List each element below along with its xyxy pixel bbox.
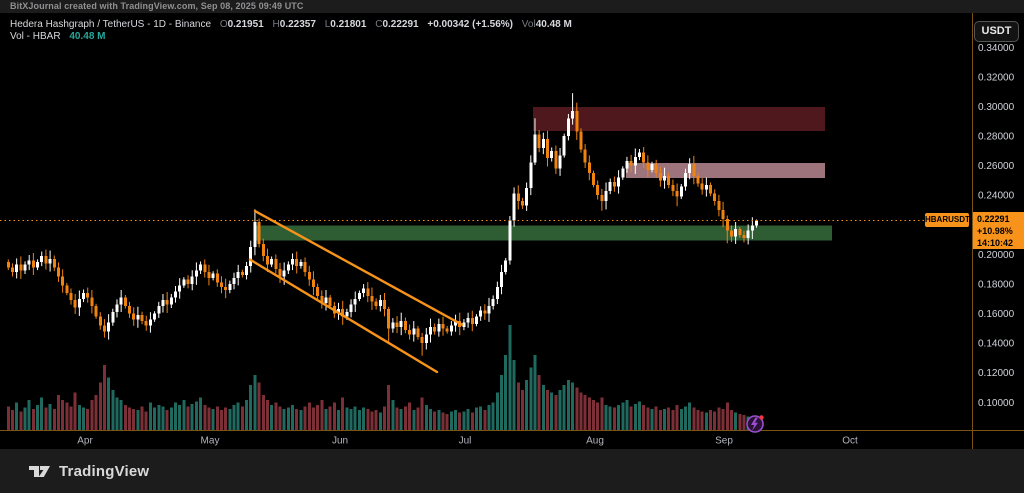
- symbol-legend-row: Hedera Hashgraph / TetherUS - 1D - Binan…: [10, 19, 572, 31]
- flag-countdown: 14:10:42: [977, 238, 1014, 248]
- svg-text:0.16000: 0.16000: [978, 309, 1015, 320]
- tradingview-wordmark[interactable]: TradingView: [59, 462, 150, 480]
- flag-price: 0.22291: [977, 214, 1010, 224]
- boost-icon[interactable]: [746, 415, 764, 433]
- supply-zone-lower: [626, 162, 825, 178]
- svg-text:0.20000: 0.20000: [978, 250, 1015, 261]
- open-label: O: [219, 19, 228, 30]
- trend-channel[interactable]: [248, 209, 464, 374]
- volume-series: [6, 325, 759, 430]
- supply-zone-upper: [533, 107, 825, 131]
- candle-series: [6, 93, 759, 356]
- indicator-legend-row: Vol - HBAR 40.48 M: [10, 31, 572, 43]
- attribution-text: BitXJournal created with TradingView.com…: [0, 0, 1024, 13]
- tradingview-logo-icon[interactable]: [28, 462, 51, 481]
- time-scale[interactable]: Apr May Jun Jul Aug Sep Oct: [77, 436, 858, 447]
- volume-value: 40.48 M: [535, 19, 572, 30]
- svg-text:0.32000: 0.32000: [978, 72, 1015, 83]
- price-scale[interactable]: 0.34000 0.32000 0.30000 0.28000 0.26000 0.240…: [978, 43, 1015, 409]
- svg-text:0.24000: 0.24000: [978, 191, 1015, 202]
- svg-text:0.30000: 0.30000: [978, 102, 1015, 113]
- svg-text:Oct: Oct: [842, 436, 858, 447]
- chart-area: 0.34000 0.32000 0.30000 0.28000 0.26000 0.240…: [0, 13, 1024, 449]
- change-value: +0.00342 (+1.56%): [427, 19, 513, 30]
- svg-text:Sep: Sep: [715, 436, 733, 447]
- svg-text:0.18000: 0.18000: [978, 279, 1015, 290]
- svg-text:0.14000: 0.14000: [978, 339, 1015, 350]
- svg-text:May: May: [201, 436, 220, 447]
- symbol-price-flag: HBARUSDT: [925, 213, 970, 227]
- countdown-price-flag[interactable]: 0.22291 +10.98% 14:10:42: [973, 212, 1024, 249]
- low-label: L: [324, 19, 331, 30]
- open-value: 0.21951: [227, 19, 264, 30]
- close-label: C: [375, 19, 383, 30]
- svg-text:0.28000: 0.28000: [978, 132, 1015, 143]
- close-value: 0.22291: [382, 19, 419, 30]
- svg-text:Jun: Jun: [332, 436, 348, 447]
- demand-zone: [255, 225, 832, 241]
- svg-text:0.10000: 0.10000: [978, 398, 1015, 409]
- axis-frame: [0, 13, 1024, 449]
- zones: [255, 107, 832, 241]
- volume-indicator-title[interactable]: Vol - HBAR: [10, 31, 61, 42]
- volume-indicator-value: 40.48 M: [69, 31, 106, 42]
- svg-text:Apr: Apr: [77, 436, 93, 447]
- svg-text:0.26000: 0.26000: [978, 161, 1015, 172]
- svg-text:0.34000: 0.34000: [978, 43, 1015, 54]
- flag-change: +10.98%: [977, 226, 1013, 236]
- symbol-title[interactable]: Hedera Hashgraph / TetherUS - 1D - Binan…: [10, 19, 212, 30]
- price-chart-canvas[interactable]: 0.34000 0.32000 0.30000 0.28000 0.26000 0.240…: [0, 13, 1024, 449]
- chart-legend: Hedera Hashgraph / TetherUS - 1D - Binan…: [10, 19, 572, 43]
- svg-text:Jul: Jul: [459, 436, 472, 447]
- high-label: H: [272, 19, 280, 30]
- svg-text:0.12000: 0.12000: [978, 368, 1015, 379]
- svg-text:Aug: Aug: [586, 436, 604, 447]
- high-value: 0.22357: [279, 19, 316, 30]
- footer-bar: TradingView: [0, 449, 1024, 493]
- volume-label: Vol: [521, 19, 536, 30]
- currency-toggle-button[interactable]: USDT: [974, 21, 1019, 42]
- low-value: 0.21801: [330, 19, 367, 30]
